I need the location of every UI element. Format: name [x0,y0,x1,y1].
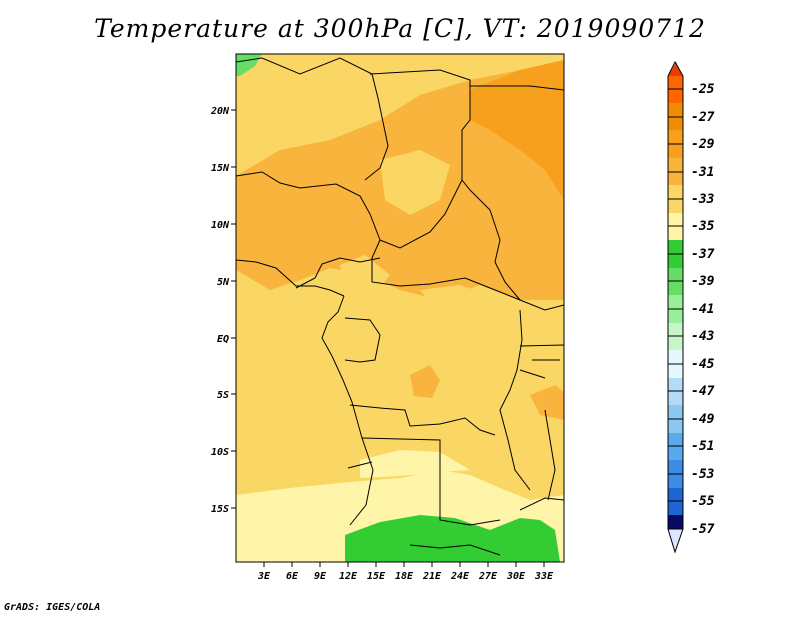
lon-label: 27E [478,571,498,582]
colorbar-label: -33 [691,192,715,207]
colorbar-label: -57 [691,522,715,537]
colorbar-label: -53 [691,467,715,482]
credit-label: GrADS: IGES/COLA [4,602,101,613]
colorbar-label: -47 [691,384,715,399]
lat-label: 15S [211,504,229,515]
colorbar-label: -55 [691,494,715,509]
lat-label: 10S [211,447,229,458]
colorbar-label: -41 [691,302,714,317]
lon-label: 21E [422,571,442,582]
longitude-axis: 3E 6E 9E 12E 15E 18E 21E 24E 27E 30E 33E [257,562,554,582]
lon-label: 12E [339,571,358,582]
colorbar-label: -45 [691,357,715,372]
colorbar-label: -49 [691,412,715,427]
colorbar-arrow-top [668,62,683,76]
map-title: Temperature at 300hPa [C], VT: 201909071… [94,14,706,43]
colorbar-label: -37 [691,247,715,262]
lat-label: 5S [217,390,229,401]
colorbar-label: -35 [691,219,715,234]
lon-label: 30E [506,571,526,582]
colorbar-label: -31 [691,165,714,180]
country-borders [236,57,564,556]
lat-label: 15N [211,163,230,174]
colorbar-label: -27 [691,110,715,125]
lon-label: 15E [367,571,386,582]
lon-label: 3E [257,571,271,582]
lat-label: 20N [210,106,230,117]
lon-label: 6E [286,571,299,582]
colorbar-label: -25 [691,82,715,97]
colorbar: -25 -27 -29 -31 -33 -35 -37 -39 -41 -43 … [667,60,715,554]
lat-label: 10N [211,220,230,231]
temperature-field [236,54,564,562]
lat-label: EQ [217,334,229,345]
colorbar-label: -43 [691,329,715,344]
lon-label: 24E [450,571,470,582]
colorbar-label: -39 [691,274,715,289]
latitude-axis: 20N 15N 10N 5N EQ 5S 10S 15S [210,106,236,515]
lon-label: 33E [534,571,554,582]
lon-label: 9E [314,571,327,582]
lat-label: 5N [217,277,230,288]
lon-label: 18E [395,571,414,582]
colorbar-swatch [668,515,683,529]
colorbar-arrow-bottom [668,529,683,552]
colorbar-label: -51 [691,439,714,454]
colorbar-label: -29 [691,137,715,152]
